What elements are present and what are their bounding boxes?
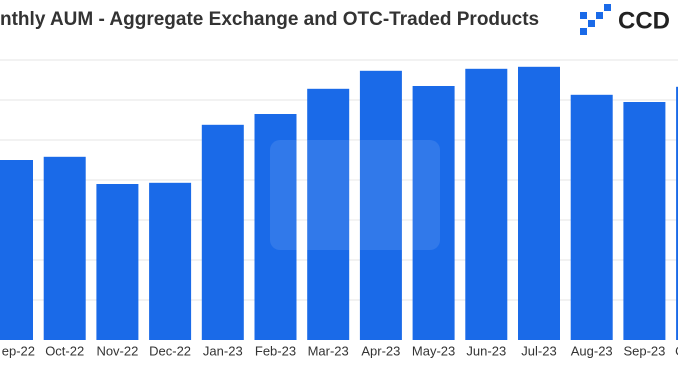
bar [149, 182, 192, 340]
x-tick-label: Jun-23 [466, 343, 506, 358]
watermark [270, 140, 440, 250]
x-tick-label: O [675, 343, 678, 358]
logo-square [580, 28, 587, 35]
logo-square [596, 12, 603, 19]
logo-text: CCD [618, 7, 670, 34]
bar [465, 68, 508, 341]
x-tick-label: May-23 [412, 343, 455, 358]
chart-title: nthly AUM - Aggregate Exchange and OTC-T… [0, 9, 539, 30]
x-tick-label: Apr-23 [361, 343, 400, 358]
x-tick-label: Jul-23 [521, 343, 556, 358]
bar [43, 156, 86, 340]
x-tick-label: ep-22 [2, 343, 35, 358]
watermark-shape [270, 140, 440, 250]
bar [359, 70, 402, 341]
x-tick-label: Nov-22 [96, 343, 138, 358]
bar [676, 86, 678, 340]
logo-square [604, 4, 611, 11]
bar [623, 102, 666, 340]
bar [201, 124, 244, 340]
x-tick-label: Oct-22 [45, 343, 84, 358]
x-tick-label: Jan-23 [203, 343, 243, 358]
x-tick-label: Mar-23 [308, 343, 349, 358]
logo-square [588, 20, 595, 27]
bar [570, 94, 613, 340]
x-tick-label: Aug-23 [571, 343, 613, 358]
x-tick-label: Dec-22 [149, 343, 191, 358]
logo: CCD [580, 4, 670, 35]
x-tick-label: Feb-23 [255, 343, 296, 358]
logo-square [580, 12, 587, 19]
bars [0, 66, 678, 341]
x-tick-label: Sep-23 [623, 343, 665, 358]
bar [412, 86, 455, 340]
bar [518, 66, 560, 341]
bar [254, 114, 297, 340]
bar [96, 184, 139, 340]
bar [307, 88, 350, 340]
bar [0, 160, 33, 340]
